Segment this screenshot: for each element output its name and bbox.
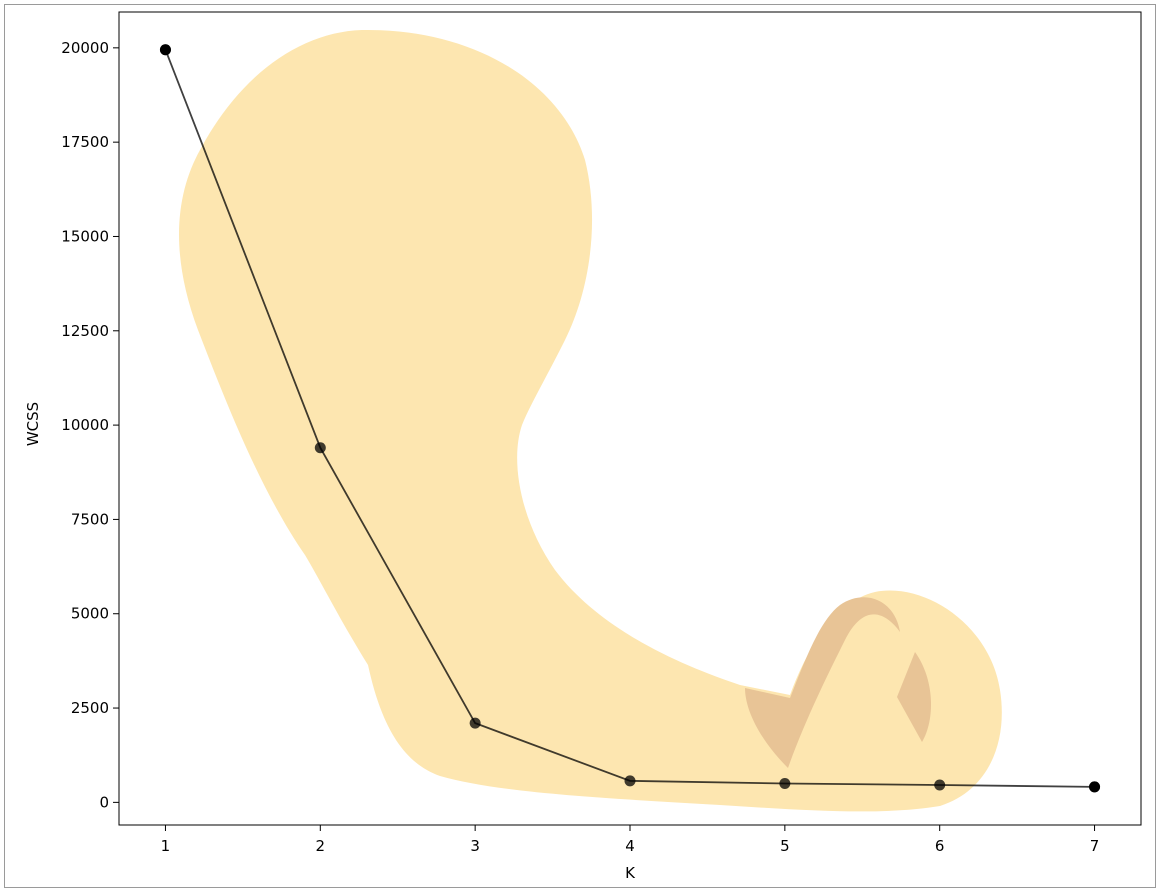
- x-axis-label: K: [625, 864, 636, 882]
- x-tick-label: 6: [935, 837, 945, 855]
- data-point: [624, 775, 636, 787]
- x-tick-label: 4: [625, 837, 635, 855]
- y-tick-label: 12500: [61, 322, 109, 340]
- series-wcss: [159, 44, 1101, 793]
- x-tick-label: 1: [161, 837, 171, 855]
- y-tick-label: 15000: [61, 227, 109, 245]
- y-axis-label: WCSS: [24, 402, 42, 446]
- data-point: [314, 442, 326, 454]
- y-tick-label: 5000: [71, 605, 109, 623]
- y-tick-label: 7500: [71, 510, 109, 528]
- x-tick-label: 7: [1090, 837, 1100, 855]
- y-tick-label: 20000: [61, 39, 109, 57]
- y-tick-label: 2500: [71, 699, 109, 717]
- data-point: [159, 44, 171, 56]
- overlay-shape: [179, 29, 1002, 812]
- overlay-shade-left: [745, 597, 900, 768]
- y-tick-label: 0: [99, 793, 109, 811]
- data-point: [934, 779, 946, 791]
- y-tick-label: 17500: [61, 133, 109, 151]
- overlay-shade-right: [897, 652, 932, 742]
- y-axis: 0 2500 5000 7500 10000 12500 15000 17500 20000: [61, 39, 119, 811]
- x-tick-label: 5: [780, 837, 790, 855]
- x-axis: 1 2 3 4 5 6 7: [161, 825, 1100, 855]
- data-point: [469, 717, 481, 729]
- data-point: [779, 778, 791, 790]
- overlay-blob: [179, 29, 1002, 812]
- y-tick-label: 10000: [61, 416, 109, 434]
- data-point: [1089, 781, 1101, 793]
- x-tick-label: 2: [316, 837, 326, 855]
- x-tick-label: 3: [470, 837, 480, 855]
